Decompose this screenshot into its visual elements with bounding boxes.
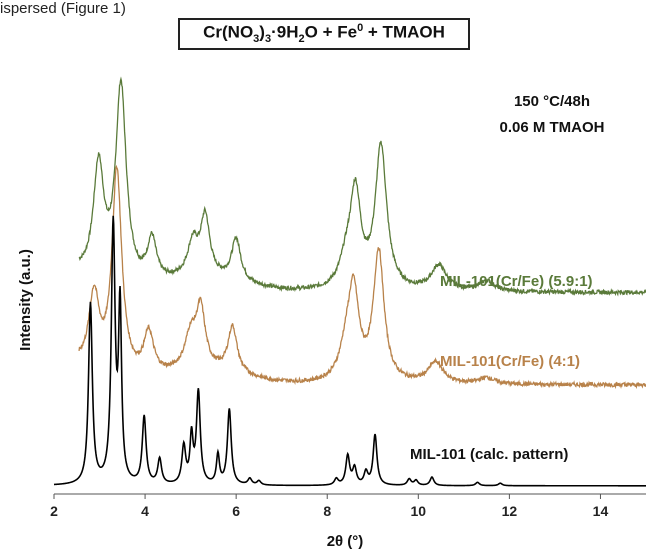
x-tick-label: 2 bbox=[50, 503, 58, 519]
series-line bbox=[53, 215, 646, 487]
x-tick-label: 6 bbox=[232, 503, 240, 519]
series-layer bbox=[53, 76, 646, 487]
y-axis-label: Intensity (a.u.) bbox=[17, 249, 34, 351]
x-axis-label: 2θ (°) bbox=[327, 533, 364, 550]
series-line bbox=[78, 76, 646, 297]
series-label: MIL-101(Cr/Fe) (5.9:1) bbox=[440, 273, 593, 290]
series-line bbox=[78, 164, 646, 390]
title-part: 2 bbox=[298, 33, 305, 46]
title-part: 3 bbox=[264, 33, 272, 46]
title-part: O + Fe bbox=[304, 23, 358, 43]
x-tick-label: 4 bbox=[141, 503, 149, 519]
x-ticks: 2 4 6 8 10 12 14 bbox=[50, 494, 608, 519]
title-part: + TMAOH bbox=[363, 23, 445, 43]
series-label: MIL-101(Cr/Fe) (4:1) bbox=[440, 353, 580, 370]
chart-title-box: Cr(NO3)3·9H2O + Fe0 + TMAOH bbox=[178, 18, 470, 50]
conditions-line-1: 150 °C/48h bbox=[514, 93, 590, 110]
series-labels: MIL-101(Cr/Fe) (5.9:1) MIL-101(Cr/Fe) (4:… bbox=[410, 273, 593, 463]
conditions-line-2: 0.06 M TMAOH bbox=[499, 119, 604, 136]
x-tick-label: 8 bbox=[323, 503, 331, 519]
x-tick-label: 10 bbox=[411, 503, 427, 519]
title-part: 0 bbox=[357, 22, 364, 35]
page-text-fragment: ispersed (Figure 1) bbox=[0, 0, 126, 17]
series-label: MIL-101 (calc. pattern) bbox=[410, 446, 568, 463]
title-part: ) bbox=[259, 23, 265, 43]
title-part: 3 bbox=[253, 33, 260, 46]
title-part: Cr(NO bbox=[203, 23, 254, 43]
title-part: ·9H bbox=[271, 23, 299, 43]
x-tick-label: 12 bbox=[502, 503, 518, 519]
chart-title: Cr(NO3)3·9H2O + Fe0 + TMAOH bbox=[203, 22, 445, 45]
x-tick-label: 14 bbox=[593, 503, 609, 519]
